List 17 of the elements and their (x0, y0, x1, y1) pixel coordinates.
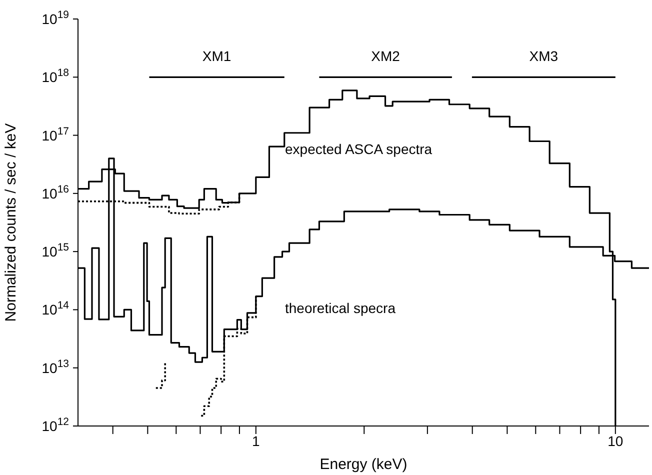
y-tick-label: 10$^{14}$ (42, 300, 70, 318)
x-axis-title: Energy (keV) (320, 456, 408, 473)
x-tick-label: 1 (252, 433, 260, 449)
y-tick-label: 10$^{17}$ (42, 125, 70, 144)
y-tick-label: 10$^{18}$ (42, 67, 70, 86)
annotation: theoretical specra (285, 300, 396, 316)
series-label: XM2 (371, 48, 400, 64)
y-tick-label: 10$^{16}$ (42, 183, 70, 202)
y-axis-title: Normalized counts / sec / keV (2, 123, 20, 322)
series-label: XM3 (529, 48, 558, 64)
x-tick-label: 10 (608, 433, 624, 449)
annotation: expected ASCA spectra (285, 141, 432, 157)
y-tick-label: 10$^{19}$ (42, 9, 70, 27)
y-tick-label: 10$^{12}$ (42, 416, 70, 434)
y-tick-label: 10$^{13}$ (42, 358, 70, 376)
y-tick-label: 10$^{15}$ (42, 242, 70, 260)
series-label: XM1 (202, 48, 232, 64)
